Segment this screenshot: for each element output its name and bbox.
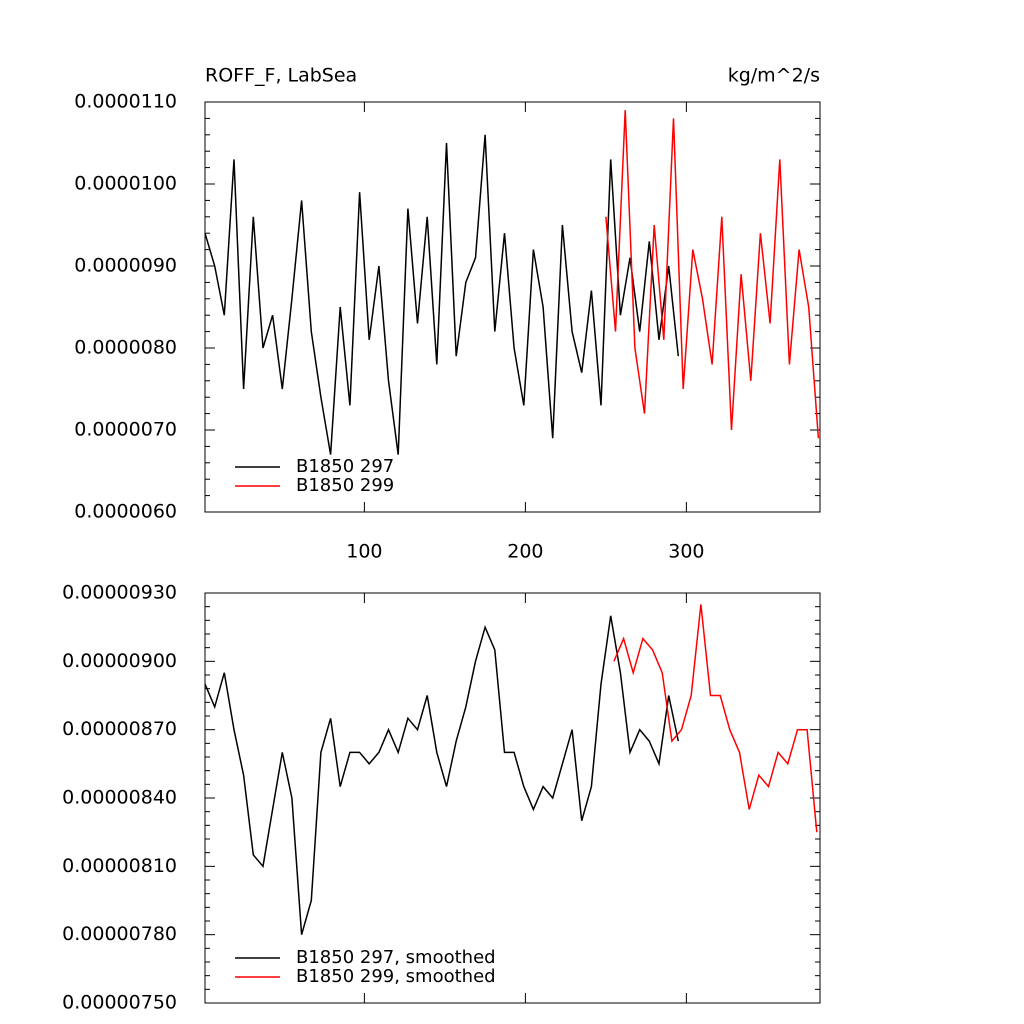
y-tick-label: 0.00000780 [62,923,177,945]
x-tick-label: 200 [507,541,543,563]
plot-frame [204,592,821,1004]
series-line [605,110,820,439]
y-tick-label: 0.0000090 [74,255,177,277]
x-tick-label: 100 [346,541,382,563]
series-line [204,134,680,455]
series-line [204,615,680,935]
units-label: kg/m^2/s [728,65,820,87]
y-tick-label: 0.0000080 [74,337,177,359]
y-tick-label: 0.0000100 [74,173,177,195]
y-tick-label: 0.00000840 [62,787,177,809]
legend-label: B1850 297, smoothed [296,947,496,968]
legend-label: B1850 299 [296,475,394,496]
legend-label: B1850 299, smoothed [296,966,496,987]
y-tick-label: 0.00000900 [62,650,177,672]
y-tick-label: 0.00000750 [62,992,177,1014]
y-tick-label: 0.0000110 [74,91,177,113]
chart-title: ROFF_F, LabSea [205,65,357,87]
y-tick-label: 0.00000810 [62,855,177,877]
y-tick-label: 0.00000870 [62,718,177,740]
series-line [613,604,818,833]
plot-frame [204,101,821,513]
legend-label: B1850 297 [296,456,394,477]
x-tick-label: 300 [668,541,704,563]
y-tick-label: 0.0000060 [74,501,177,523]
y-tick-label: 0.0000070 [74,419,177,441]
y-tick-label: 0.00000930 [62,582,177,604]
